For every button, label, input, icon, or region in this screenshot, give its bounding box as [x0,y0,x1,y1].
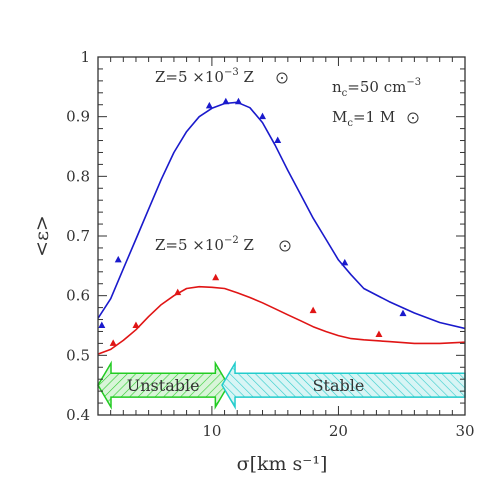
blue-label-exp: −3 [224,67,239,78]
red-label-unit: Z [239,236,254,254]
y-tick-label: 0.4 [66,406,90,424]
region-layer: Unstable Stable [97,360,466,410]
series-0-point [399,309,407,317]
mc-sub: c [347,118,353,129]
x-tick-label: 30 [455,422,474,440]
series-1-point [132,321,140,328]
series-0-point [341,258,349,266]
blue-series-label: Z=5 ×10−3 Z [155,67,254,86]
series-1-point [212,273,220,281]
y-tick-label: 0.6 [66,287,90,305]
series-0-point [259,112,267,120]
series-0-point [234,97,242,105]
sun-symbol-icon [279,240,291,252]
curve-layer [98,101,465,355]
series-0-line [98,101,465,330]
y-tick-label: 0.7 [66,227,90,245]
y-tick-label: 0.8 [66,167,90,185]
x-tick-label: 10 [202,422,221,440]
sun-symbol-icon [407,112,419,124]
blue-label-base: Z=5 ×10 [155,68,224,86]
nc-rest: =50 cm [347,78,406,96]
mc-main: M [332,108,347,126]
red-label-base: Z=5 ×10 [155,236,224,254]
region-unstable-label: Unstable [127,376,200,395]
series-0-point [222,97,230,105]
sun-symbol-icon [276,72,288,84]
x-axis-title: σ[km s⁻¹] [237,453,328,475]
series-0-point [205,101,213,109]
y-tick-label: 0.5 [66,346,90,364]
series-1-point [375,330,383,337]
series-0-point [114,255,122,263]
nc-main: n [332,78,342,96]
series-0-point [274,136,282,144]
mc-rest: =1 M [353,108,395,126]
marker-layer [98,97,407,346]
y-tick-label: 1 [80,48,90,66]
region-stable-label: Stable [313,376,365,395]
series-1-point [309,306,317,314]
plot-frame [97,56,466,416]
series-1-point [174,288,182,296]
tick-layer [97,56,466,416]
nc-annotation: nc=50 cm−3 [332,77,421,99]
series-0-point [98,321,106,328]
y-tick-label: 0.9 [66,108,90,126]
series-1-line [98,285,465,355]
red-series-label: Z=5 ×10−2 Z [155,235,254,254]
series-1-point [109,339,117,346]
x-tick-label: 20 [329,422,348,440]
tick-label-layer: 10 20 30 0.4 0.5 0.6 0.7 0.8 0.9 1 [66,48,474,440]
mc-annotation: Mc=1 M [332,108,395,129]
nc-sub: c [342,88,348,99]
y-axis-title: <ε> [31,215,53,257]
blue-label-unit: Z [239,68,254,86]
nc-exp: −3 [406,77,421,88]
red-label-exp: −2 [224,235,239,246]
